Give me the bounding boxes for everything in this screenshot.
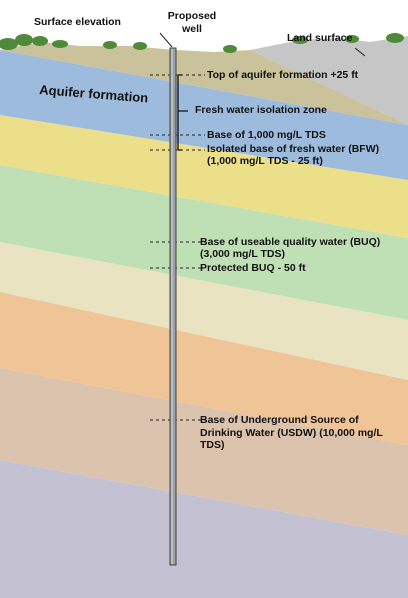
- base-1000-tds-label: Base of 1,000 mg/L TDS: [207, 129, 326, 141]
- top-of-aquifer-label: Top of aquifer formation +25 ft: [207, 69, 359, 81]
- cream-layer: [0, 242, 408, 380]
- well-casing: [169, 47, 177, 566]
- buq-label: Base of useable quality water (BUQ): [200, 236, 381, 248]
- land-surface-pointer: [354, 47, 366, 57]
- vegetation: [0, 33, 404, 53]
- buq-label-line2: (3,000 mg/L TDS): [200, 248, 285, 260]
- surface-elevation-pointer: [159, 32, 173, 48]
- lavender-layer: [0, 460, 408, 598]
- surface-layer: [0, 42, 408, 125]
- proposed-well-label: Proposed well: [167, 10, 217, 35]
- fresh-water-isolation-zone-label: Fresh water isolation zone: [195, 104, 327, 116]
- isolation-zone-bracket: [177, 74, 188, 151]
- isolated-bfw-label-line2: (1,000 mg/L TDS - 25 ft): [207, 155, 323, 167]
- usdw-label: Base of Underground Source of Drinking W…: [200, 414, 383, 451]
- orange-layer: [0, 292, 408, 445]
- yellow-layer: [0, 115, 408, 238]
- protected-buq-label: Protected BUQ - 50 ft: [200, 262, 306, 274]
- gray-surface-layer: [250, 36, 408, 125]
- aquifer-layer: [0, 50, 408, 180]
- land-surface-label: Land surface: [287, 32, 353, 44]
- surface-elevation-label: Surface elevation: [34, 16, 121, 28]
- tan-layer: [0, 368, 408, 535]
- isolated-bfw-label: Isolated base of fresh water (BFW): [207, 143, 380, 155]
